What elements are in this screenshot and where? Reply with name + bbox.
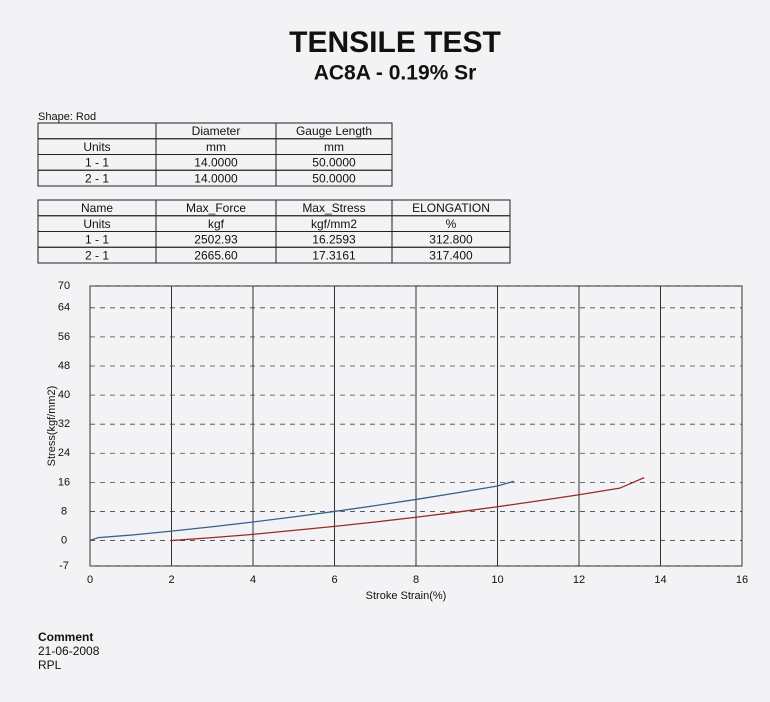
cell-text: 14.0000	[194, 171, 238, 185]
x-tick-label: 4	[250, 574, 256, 586]
y-tick-label: 40	[58, 389, 70, 401]
x-axis-label: Stroke Strain(%)	[366, 590, 447, 602]
y-tick-label: 64	[58, 302, 70, 314]
x-tick-label: 14	[654, 574, 666, 586]
cell-text: Name	[81, 201, 113, 215]
cell-text: 2 - 1	[85, 248, 109, 262]
comment-label: Comment	[38, 630, 93, 644]
y-tick-label: 48	[58, 360, 70, 372]
data-line	[172, 478, 645, 541]
x-tick-label: 16	[736, 574, 748, 586]
y-tick-label: 8	[61, 505, 67, 517]
y-axis-label: Stress(kgf/mm2)	[46, 386, 58, 467]
y-tick-label: 70	[58, 280, 70, 292]
y-tick-label: 56	[58, 331, 70, 343]
y-tick-label: 0	[61, 534, 67, 546]
title: TENSILE TEST	[289, 26, 501, 59]
page: {"header":{"title":"TENSILE TEST","subti…	[0, 0, 770, 702]
data-line	[90, 481, 514, 540]
cell-text: 1 - 1	[85, 233, 109, 247]
cell-text: Max_Force	[186, 201, 246, 215]
x-tick-label: 2	[168, 574, 174, 586]
cell-text: Units	[83, 217, 110, 231]
cell-text: kgf/mm2	[311, 217, 357, 231]
subtitle: AC8A - 0.19% Sr	[314, 62, 477, 85]
x-tick-label: 6	[331, 574, 337, 586]
cell-text: 16.2593	[312, 233, 356, 247]
comment-date: 21-06-2008	[38, 644, 100, 658]
cell-text: Diameter	[192, 124, 241, 138]
cell-text: 17.3161	[312, 248, 356, 262]
cell-text: %	[446, 217, 457, 231]
cell-text: 50.0000	[312, 171, 356, 185]
x-tick-label: 0	[87, 574, 93, 586]
cell-text: 317.400	[429, 248, 473, 262]
shape: Shape: Rod	[38, 111, 96, 123]
comment-author: RPL	[38, 658, 62, 672]
cell-text: 1 - 1	[85, 156, 109, 170]
cell-text: kgf	[208, 217, 225, 231]
cell-text: Units	[83, 140, 110, 154]
table-cell	[38, 123, 156, 139]
y-tick-label: 32	[58, 418, 70, 430]
y-tick-label: 24	[58, 447, 70, 459]
cell-text: 312.800	[429, 233, 473, 247]
cell-text: Gauge Length	[296, 124, 372, 138]
cell-text: Max_Stress	[302, 201, 365, 215]
y-tick-label: -7	[59, 560, 69, 572]
cell-text: ELONGATION	[412, 201, 490, 215]
cell-text: 50.0000	[312, 156, 356, 170]
cell-text: mm	[206, 140, 226, 154]
document: TENSILE TEST AC8A - 0.19% Sr Shape: Rod …	[0, 0, 770, 702]
x-tick-label: 10	[491, 574, 503, 586]
x-tick-label: 12	[573, 574, 585, 586]
x-tick-label: 8	[413, 574, 419, 586]
cell-text: 14.0000	[194, 156, 238, 170]
cell-text: 2665.60	[194, 248, 238, 262]
cell-text: 2502.93	[194, 233, 238, 247]
cell-text: mm	[324, 140, 344, 154]
y-tick-label: 16	[58, 476, 70, 488]
cell-text: 2 - 1	[85, 171, 109, 185]
